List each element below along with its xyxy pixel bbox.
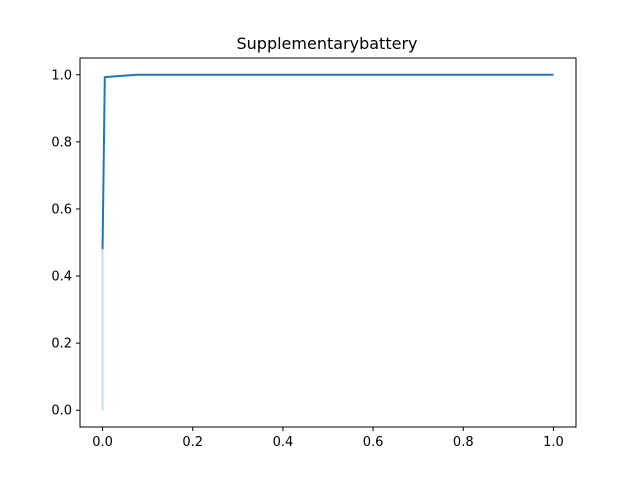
- x-tick-label: 0.2: [182, 435, 203, 450]
- y-tick-label: 0.4: [51, 270, 72, 285]
- x-tick-label: 1.0: [543, 435, 564, 450]
- y-tick-label: 1.0: [51, 68, 72, 83]
- x-tick-label: 0.8: [453, 435, 474, 450]
- x-tick-label: 0.0: [92, 435, 113, 450]
- y-tick-label: 0.2: [51, 337, 72, 352]
- x-tick-label: 0.6: [363, 435, 384, 450]
- y-tick-label: 0.0: [51, 404, 72, 419]
- x-tick-label: 0.4: [273, 435, 294, 450]
- chart-title: Supplementarybattery: [237, 34, 418, 53]
- plot-area: 0.0 0.2 0.4 0.6 0.8 1.0 0.0 0.2 0.4 0.6 0.8 1.0: [51, 57, 577, 450]
- series-line: [101, 73, 554, 250]
- y-tick-label: 0.6: [51, 202, 72, 217]
- y-tick-label: 0.8: [51, 135, 72, 150]
- axes-frame: [79, 57, 577, 428]
